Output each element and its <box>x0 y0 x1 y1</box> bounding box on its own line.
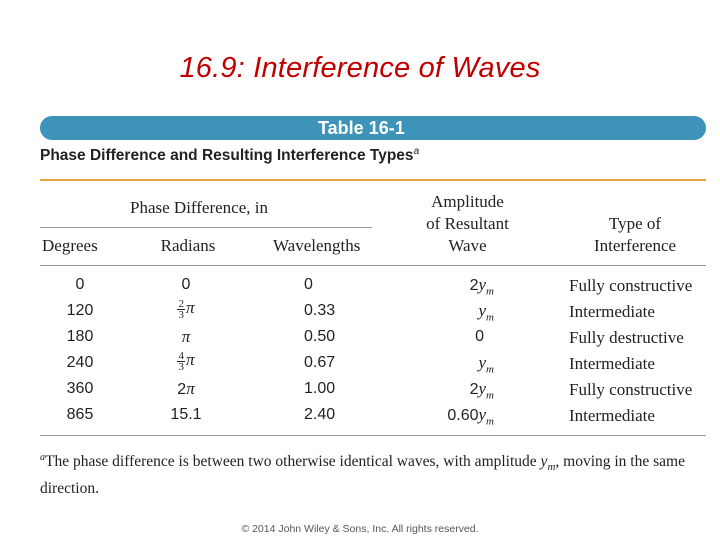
fraction-numerator: 2 <box>177 297 185 310</box>
cell-radians: 0 <box>181 276 191 293</box>
cell-degrees: 360 <box>66 380 94 397</box>
cell-amplitude: 0 <box>475 328 484 345</box>
header-amplitude-line1: Amplitude <box>431 192 504 211</box>
cell-wavelengths: 0 <box>304 276 313 293</box>
cell-radians: 2π <box>166 379 206 399</box>
header-radians: Radians <box>160 236 216 255</box>
header-rule <box>40 265 706 266</box>
table-banner-label: Table 16-1 <box>318 118 405 138</box>
table-footnote: aThe phase difference is between two oth… <box>40 447 700 499</box>
cell-degrees: 0 <box>75 276 85 293</box>
cell-type: Fully destructive <box>569 328 684 347</box>
cell-radians: 15.1 <box>170 406 202 423</box>
cell-degrees: 180 <box>66 328 94 345</box>
cell-degrees: 865 <box>66 406 94 423</box>
cell-amplitude: ym <box>400 353 495 376</box>
footnote-sub: m <box>547 461 556 474</box>
cell-degrees: 240 <box>66 354 94 371</box>
table-banner: Table 16-1 <box>40 116 706 140</box>
cell-amplitude: 0.60ym <box>400 405 494 427</box>
amplitude-variable: ym <box>478 275 495 298</box>
copyright-notice: © 2014 John Wiley & Sons, Inc. All right… <box>241 523 479 535</box>
amplitude-sub: m <box>486 415 494 428</box>
header-type-line2: Interference <box>593 236 677 255</box>
header-amplitude-line2: of Resultant <box>426 214 509 233</box>
header-degrees: Degrees <box>42 236 98 255</box>
cell-type: Intermediate <box>569 406 655 425</box>
amplitude-sub: m <box>486 311 494 324</box>
amplitude-var: y <box>478 353 487 372</box>
bottom-rule <box>40 435 706 436</box>
table-caption: Phase Difference and Resulting Interfere… <box>40 146 419 165</box>
phase-subheader-rule <box>40 227 372 228</box>
cell-amplitude: 2ym <box>400 379 494 401</box>
cell-degrees: 120 <box>66 302 94 319</box>
cell-wavelengths: 2.40 <box>304 406 336 423</box>
fraction-denominator: 3 <box>178 360 184 373</box>
footnote-text-end: , moving in the same direction. <box>40 453 685 498</box>
footnote-variable: ym <box>540 453 556 474</box>
table-caption-mark: a <box>413 146 420 157</box>
cell-wavelengths: 0.50 <box>304 328 336 345</box>
cell-type: Fully constructive <box>569 276 693 295</box>
radians-coefficient: 2 <box>177 381 187 398</box>
cell-type: Intermediate <box>569 302 655 321</box>
amplitude-variable: ym <box>478 405 495 428</box>
amplitude-var: y <box>478 275 487 294</box>
header-type-line1: Type of <box>608 214 662 233</box>
fraction-numerator: 4 <box>177 349 185 362</box>
cell-type: Intermediate <box>569 354 655 373</box>
footnote-var: y <box>540 453 548 471</box>
amplitude-var: y <box>478 405 487 424</box>
amplitude-variable: ym <box>478 379 495 402</box>
cell-type: Fully constructive <box>569 380 693 399</box>
amplitude-var: y <box>478 379 487 398</box>
amplitude-variable: ym <box>478 301 495 324</box>
amplitude-coefficient: 2 <box>469 277 479 294</box>
pi-symbol: π <box>185 350 195 369</box>
footnote-mark: a <box>40 452 45 463</box>
amplitude-sub: m <box>486 389 494 402</box>
footnote-text-start: The phase difference is between two othe… <box>45 453 541 471</box>
table-caption-text: Phase Difference and Resulting Interfere… <box>40 147 414 165</box>
top-rule <box>40 179 706 181</box>
amplitude-var: y <box>478 301 487 320</box>
amplitude-sub: m <box>486 285 494 298</box>
cell-amplitude: ym <box>400 301 495 324</box>
cell-wavelengths: 0.33 <box>304 302 336 319</box>
cell-radians: π <box>181 327 191 346</box>
cell-amplitude: 2ym <box>400 275 494 297</box>
fraction-denominator: 3 <box>178 308 184 321</box>
header-wavelengths: Wavelengths <box>273 236 361 255</box>
amplitude-variable: ym <box>478 353 495 376</box>
cell-wavelengths: 0.67 <box>304 354 336 371</box>
amplitude-coefficient: 0.60 <box>447 407 479 424</box>
pi-symbol: π <box>185 298 195 317</box>
slide-title: 16.9: Interference of Waves <box>179 52 541 84</box>
pi-symbol: π <box>186 379 195 398</box>
amplitude-sub: m <box>486 363 494 376</box>
amplitude-coefficient: 2 <box>469 381 479 398</box>
header-amplitude-line3: Wave <box>448 236 487 255</box>
phase-difference-group-header: Phase Difference, in <box>130 198 268 217</box>
cell-wavelengths: 1.00 <box>304 380 336 397</box>
